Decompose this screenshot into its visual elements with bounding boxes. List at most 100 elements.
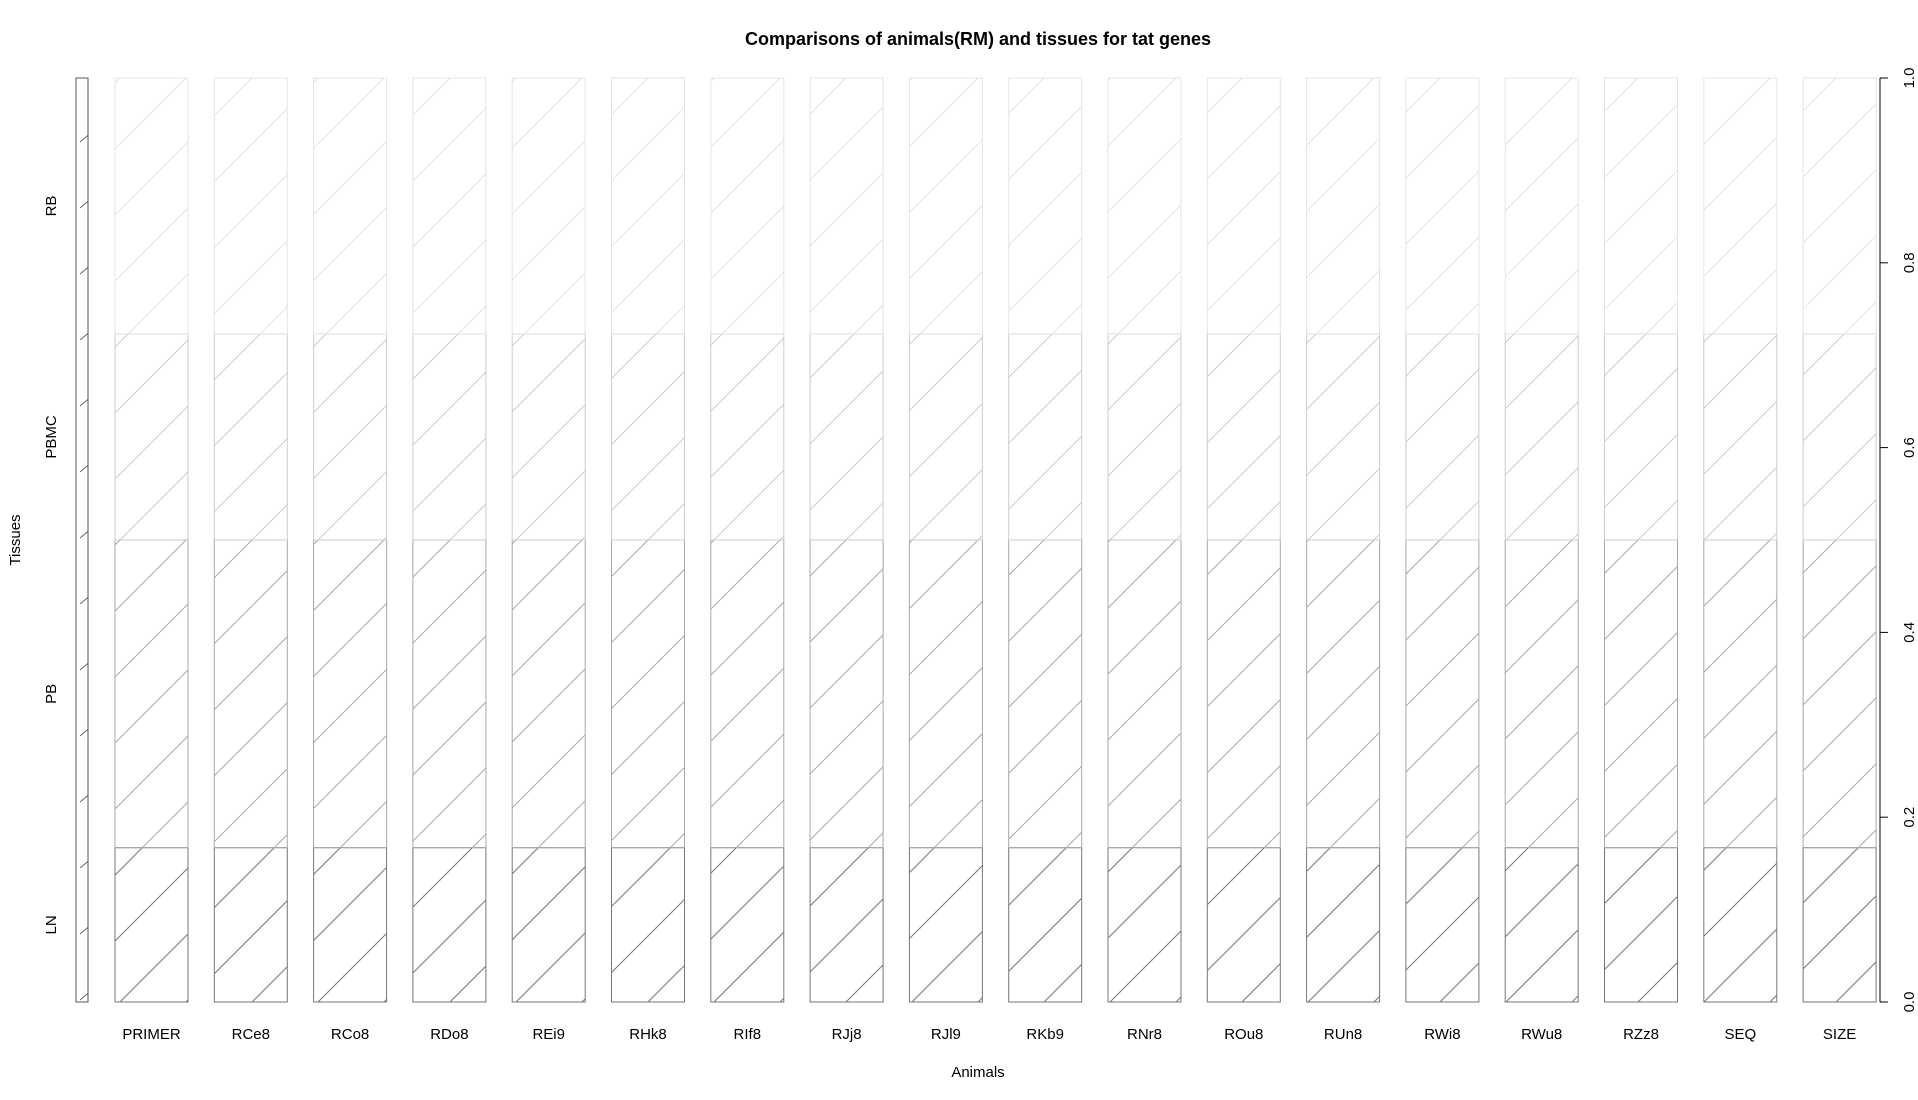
bar-segment-rjj8-rb — [809, 77, 884, 335]
bar-stack-rwi8 — [1405, 77, 1480, 1003]
x-tick-label: RZz8 — [1623, 1026, 1659, 1043]
right-axis-tick-label: 0.0 — [1901, 992, 1918, 1013]
bar-segment-rkb9-pbmc — [1008, 333, 1083, 541]
tissue-labels: LN PB PBMC RB — [43, 196, 60, 935]
bar-stack-seq — [1703, 77, 1778, 1003]
tissue-label-pb: PB — [43, 684, 60, 704]
bar-segment-rei9-pbmc — [511, 333, 586, 541]
bar-segment-rnr8-pb — [1107, 539, 1182, 849]
bar-segment-rwu8-rb — [1504, 77, 1579, 335]
bar-segment-rdo8-rb — [412, 77, 487, 335]
bar-segment-rjl9-pb — [908, 539, 983, 849]
bar-segment-rou8-ln — [1206, 847, 1281, 1003]
bar-stack-primer — [114, 77, 189, 1003]
x-tick-label: RWi8 — [1424, 1026, 1460, 1043]
x-tick-label: RIf8 — [734, 1026, 762, 1043]
bar-segment-rei9-rb — [511, 77, 586, 335]
bar-segment-rjj8-ln — [809, 847, 884, 1003]
bar-segment-rzz8-ln — [1604, 847, 1678, 1003]
bar-segment-seq-rb — [1703, 77, 1778, 335]
bar-stack-rei9 — [511, 77, 586, 1003]
bar-stack-rif8 — [710, 77, 785, 1003]
bar-segment-size-rb — [1802, 77, 1877, 335]
bar-stack-rzz8 — [1604, 77, 1678, 1003]
bar-segment-rif8-rb — [710, 77, 785, 335]
right-axis-tick-label: 0.2 — [1901, 807, 1918, 828]
bar-stack-run8 — [1306, 77, 1381, 1003]
bar-segment-rzz8-pbmc — [1604, 333, 1678, 541]
bar-segment-rhk8-rb — [611, 77, 685, 335]
bar-segment-rhk8-pbmc — [611, 333, 685, 541]
bar-stack-rou8 — [1206, 77, 1281, 1003]
bar-segment-rhk8-pb — [611, 539, 685, 849]
bar-stack-rdo8 — [412, 77, 487, 1003]
bar-segment-rzz8-pb — [1604, 539, 1678, 849]
bar-segment-rce8-pb — [213, 539, 288, 849]
bar-segment-rhk8-ln — [611, 847, 685, 1003]
x-tick-label: RCe8 — [232, 1026, 270, 1043]
x-tick-label: PRIMER — [122, 1026, 181, 1043]
bar-stack-rwu8 — [1504, 77, 1579, 1003]
x-tick-label: RDo8 — [430, 1026, 468, 1043]
bar-segment-rif8-ln — [710, 847, 785, 1003]
bar-segment-rjl9-ln — [908, 847, 983, 1003]
bar-segment-rnr8-ln — [1107, 847, 1182, 1003]
tissue-strip-bar — [75, 77, 89, 1003]
bar-segment-seq-ln — [1703, 847, 1778, 1003]
bar-segment-rdo8-pb — [412, 539, 487, 849]
x-tick-label: RJj8 — [832, 1026, 862, 1043]
x-tick-label: RJl9 — [931, 1026, 961, 1043]
tissue-label-rb: RB — [43, 196, 60, 217]
x-axis-label: Animals — [951, 1064, 1004, 1081]
bar-segment-rwu8-pbmc — [1504, 333, 1579, 541]
bar-stack-rjj8 — [809, 77, 884, 1003]
bar-segment-rnr8-pbmc — [1107, 333, 1182, 541]
bar-segment-primer-pbmc — [114, 333, 189, 541]
bar-segment-size-pb — [1802, 539, 1877, 849]
bar-segment-rce8-ln — [213, 847, 288, 1003]
bar-segment-run8-ln — [1306, 847, 1381, 1003]
tissue-label-pbmc: PBMC — [43, 415, 60, 459]
bar-segment-rce8-pbmc — [213, 333, 288, 541]
bar-segment-primer-rb — [114, 77, 189, 335]
bar-stack-rhk8 — [611, 77, 685, 1003]
bar-segment-rwi8-rb — [1405, 77, 1480, 335]
bar-segment-rco8-ln — [313, 847, 388, 1003]
x-tick-label: REi9 — [532, 1026, 565, 1043]
bar-segment-rei9-ln — [511, 847, 586, 1003]
bar-segment-seq-pbmc — [1703, 333, 1778, 541]
bar-segment-rwi8-ln — [1405, 847, 1480, 1003]
bar-segment-rdo8-ln — [412, 847, 487, 1003]
x-tick-label: SEQ — [1724, 1026, 1756, 1043]
bar-segment-size-pbmc — [1802, 333, 1877, 541]
right-axis-tick-label: 1.0 — [1901, 68, 1918, 89]
bar-stack-rnr8 — [1107, 77, 1182, 1003]
x-tick-label: RNr8 — [1127, 1026, 1162, 1043]
bar-stack-rkb9 — [1008, 77, 1083, 1003]
bar-segment-rdo8-pbmc — [412, 333, 487, 541]
bar-segment-rjl9-rb — [908, 77, 983, 335]
bar-segment-primer-pb — [114, 539, 189, 849]
x-tick-label: RHk8 — [629, 1026, 667, 1043]
right-axis-tick-label: 0.6 — [1901, 437, 1918, 458]
bar-segment-size-ln — [1802, 847, 1877, 1003]
tissue-strip — [75, 77, 89, 1003]
bar-stack-size — [1802, 77, 1877, 1003]
x-tick-label: RUn8 — [1324, 1026, 1362, 1043]
bar-segment-run8-pbmc — [1306, 333, 1381, 541]
bar-segment-primer-ln — [114, 847, 189, 1003]
bar-segment-run8-pb — [1306, 539, 1381, 849]
bar-segment-rzz8-rb — [1604, 77, 1678, 335]
x-tick-label: RCo8 — [331, 1026, 369, 1043]
bar-stack-rjl9 — [908, 77, 983, 1003]
right-axis: 0.0 0.2 0.4 0.6 0.8 1.0 — [1879, 68, 1918, 1013]
bar-segment-rco8-pbmc — [313, 333, 388, 541]
bar-segment-rjj8-pbmc — [809, 333, 884, 541]
bar-segment-rnr8-rb — [1107, 77, 1182, 335]
x-tick-labels: PRIMER RCe8 RCo8 RDo8 REi9 RHk8 RIf8 RJj8 RJl9 RK… — [122, 1026, 1856, 1043]
bar-segment-seq-pb — [1703, 539, 1778, 849]
bar-segment-rkb9-pb — [1008, 539, 1083, 849]
x-tick-label: RKb9 — [1026, 1026, 1064, 1043]
chart-title: Comparisons of animals(RM) and tissues f… — [745, 29, 1211, 49]
